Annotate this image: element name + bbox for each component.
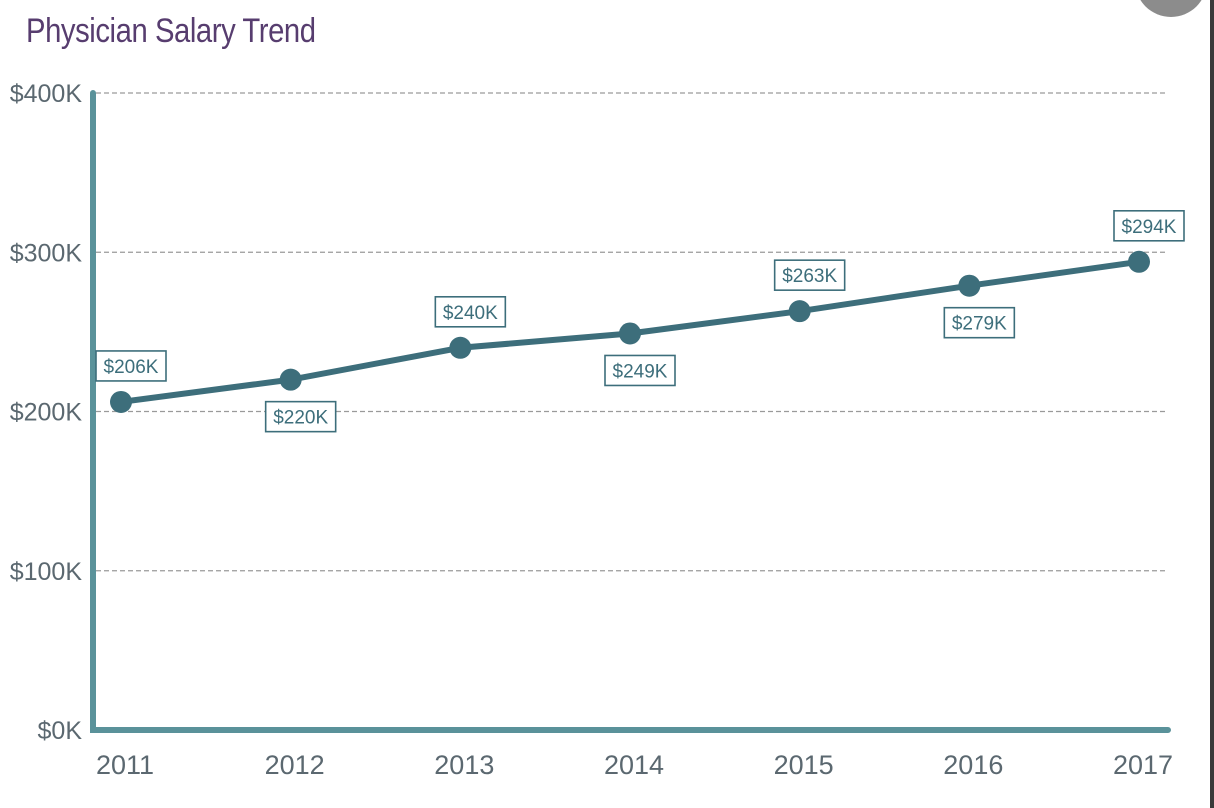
y-tick-label: $0K	[38, 717, 83, 745]
data-label-text: $206K	[104, 357, 159, 378]
x-tick-label: 2014	[604, 750, 664, 780]
data-label-box	[434, 295, 507, 328]
data-label: $220K	[264, 400, 337, 433]
x-tick-label: 2017	[1113, 750, 1173, 780]
data-label-box	[95, 350, 167, 382]
x-tick-label: 2012	[265, 750, 325, 780]
y-tick-label: $400K	[10, 80, 83, 108]
data-point[interactable]	[1128, 250, 1150, 273]
x-tick-label: 2016	[943, 750, 1003, 780]
data-label-text: $263K	[782, 266, 837, 287]
data-point[interactable]	[449, 336, 472, 359]
data-label-text: $220K	[273, 408, 328, 429]
data-label-box	[773, 259, 846, 291]
data-label-text: $279K	[952, 314, 1007, 335]
axes	[90, 90, 1171, 733]
x-axis-ticks: 2011 2012 2013 2014 2015 2016 2017	[96, 750, 1173, 780]
data-label-text: $294K	[1122, 217, 1177, 238]
y-tick-label: $300K	[10, 239, 83, 267]
data-label-text: $249K	[613, 361, 668, 382]
axis-lines	[90, 90, 1171, 733]
y-tick-label: $100K	[10, 558, 83, 586]
data-label: $294K	[1113, 210, 1185, 242]
x-tick-label: 2015	[774, 750, 834, 780]
data-point[interactable]	[619, 322, 641, 345]
data-label: $263K	[773, 259, 846, 291]
data-labels: $206K $220K $240K $249K $263K $279K $294K	[95, 210, 1185, 433]
x-tick-label: 2011	[96, 750, 154, 780]
data-point[interactable]	[110, 390, 132, 413]
chart-title: Physician Salary Trend	[26, 12, 316, 50]
data-label-box	[604, 354, 676, 387]
series-salary	[110, 250, 1150, 413]
data-label: $240K	[434, 295, 507, 328]
y-axis-ticks: $0K $100K $200K $300K $400K	[10, 80, 83, 745]
data-label: $249K	[604, 354, 676, 387]
x-tick-label: 2013	[434, 750, 494, 780]
data-label-text: $240K	[443, 303, 498, 324]
data-label-box	[1113, 210, 1185, 242]
data-label: $279K	[943, 306, 1016, 339]
window-edge	[1210, 0, 1214, 808]
data-label: $206K	[95, 350, 167, 382]
data-point[interactable]	[279, 368, 302, 391]
data-label-box	[943, 306, 1016, 339]
data-point[interactable]	[958, 274, 981, 297]
y-tick-label: $200K	[10, 399, 83, 427]
data-point[interactable]	[788, 300, 811, 323]
data-label-box	[264, 400, 337, 433]
